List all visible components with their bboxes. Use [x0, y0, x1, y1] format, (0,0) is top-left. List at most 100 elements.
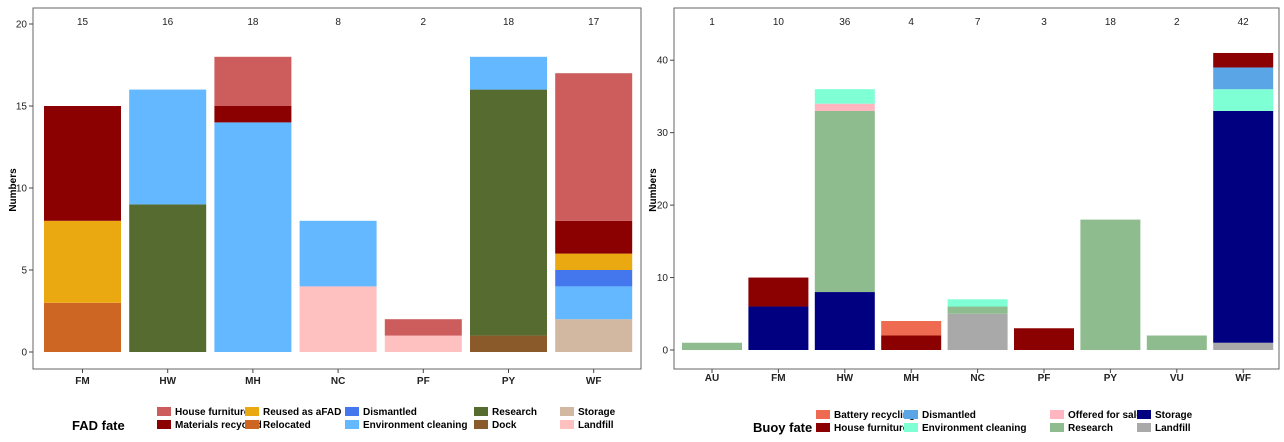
x-tick-label: FM [75, 376, 89, 387]
bar-segment [555, 220, 633, 254]
legend-label: Research [492, 407, 537, 418]
legend-swatch [816, 423, 830, 432]
y-tick-label: 20 [16, 20, 28, 31]
y-tick-label: 30 [657, 128, 669, 139]
bar-segment [814, 89, 875, 104]
x-tick-label: NC [970, 373, 984, 384]
legend-label: Environment cleaning [922, 423, 1026, 434]
legend-swatch [245, 420, 259, 429]
legend-label: Relocated [263, 420, 311, 431]
y-tick-label: 40 [657, 56, 669, 67]
bar-segment [470, 56, 547, 90]
bar-total-label: 8 [335, 17, 341, 28]
x-tick-label: PY [1104, 373, 1118, 384]
legend-label: Storage [1155, 410, 1193, 421]
bar-total-label: 18 [1105, 17, 1117, 28]
bar-segment [555, 270, 633, 287]
legend-label: Dismantled [363, 407, 417, 418]
bar-segment [384, 319, 462, 336]
bar-segment [1080, 219, 1141, 350]
legend: FAD fate House furniture Materials recycle… [72, 407, 616, 433]
legend-swatch [904, 410, 918, 419]
bar-segment [555, 73, 633, 221]
legend-label: Storage [578, 407, 616, 418]
legend-swatch [816, 410, 830, 419]
y-axis-label: Numbers [8, 168, 19, 212]
legend-label: House furniture [175, 407, 250, 418]
bar-segment [44, 302, 121, 352]
legend-swatch [1137, 410, 1151, 419]
chart-1: 0 5 10 15 20 Numbers FM 15 HW 16 MH 18 NC 8 PF 2 PY 18 WF 1… [8, 7, 642, 433]
bar-segment [1213, 342, 1274, 350]
legend-swatch [245, 407, 259, 416]
chart-2: 0 10 20 30 40 Numbers AU 1 FM 10 HW 36 MH 4 NC 7 PF 3 PY 18… [648, 7, 1280, 435]
bar-total-label: 7 [975, 17, 981, 28]
y-tick-label: 15 [16, 102, 28, 113]
legend-label: Offered for sale [1068, 410, 1142, 421]
legend-label: Environment cleaning [363, 420, 467, 431]
legend-label: Materials recycled [175, 420, 262, 431]
x-tick-label: PF [1038, 373, 1051, 384]
legend-swatch [474, 407, 488, 416]
legend-swatch [345, 407, 359, 416]
legend-title: FAD fate [72, 418, 125, 433]
bar-segment [555, 319, 633, 352]
legend-swatch [904, 423, 918, 432]
bar-total-label: 2 [1174, 17, 1180, 28]
bar-total-label: 42 [1238, 17, 1250, 28]
legend-label: Research [1068, 423, 1113, 434]
y-tick-label: 20 [657, 201, 669, 212]
x-tick-label: PY [502, 376, 516, 387]
legend-label: House furniture [834, 423, 909, 434]
bar-segment [947, 299, 1008, 307]
bar-total-label: 4 [908, 17, 914, 28]
legend-label: Dismantled [922, 410, 976, 421]
legend-swatch [1050, 410, 1064, 419]
legend-swatch [1050, 423, 1064, 432]
legend-label: Landfill [1155, 423, 1191, 434]
bar-total-label: 16 [162, 17, 174, 28]
bar-segment [814, 110, 875, 293]
bar-segment [748, 306, 809, 350]
y-tick-label: 5 [21, 266, 27, 277]
y-axis-label: Numbers [648, 168, 659, 212]
bar-segment [1146, 335, 1207, 350]
bar-segment [214, 56, 292, 106]
y-tick-label: 0 [21, 348, 27, 359]
bar-segment [555, 253, 633, 270]
bar-total-label: 15 [77, 17, 89, 28]
x-tick-label: MH [245, 376, 261, 387]
legend-swatch [1137, 423, 1151, 432]
legend-label: Landfill [578, 420, 614, 431]
bar-total-label: 17 [588, 17, 600, 28]
bar-total-label: 36 [839, 17, 851, 28]
bar-total-label: 18 [247, 17, 259, 28]
x-tick-label: PF [417, 376, 430, 387]
y-tick-label: 10 [16, 184, 28, 195]
bar-segment [214, 106, 292, 123]
x-tick-label: HW [836, 373, 853, 384]
bar-segment [1213, 89, 1274, 111]
legend-label: Dock [492, 420, 517, 431]
x-tick-label: WF [586, 376, 602, 387]
bar-segment [1213, 110, 1274, 343]
bar-total-label: 18 [503, 17, 515, 28]
legend-label: Battery recycling [834, 410, 915, 421]
bar-total-label: 1 [709, 17, 715, 28]
x-tick-label: WF [1235, 373, 1251, 384]
legend-swatch [345, 420, 359, 429]
bar-segment [1014, 328, 1074, 350]
bar-segment [129, 204, 207, 352]
bar-segment [814, 103, 875, 111]
bar-segment [682, 342, 742, 350]
x-tick-label: HW [159, 376, 176, 387]
bar-segment [1213, 52, 1274, 68]
y-tick-label: 0 [662, 346, 668, 357]
bar-segment [470, 335, 547, 352]
legend: Buoy fate Battery recycling House furnitur… [753, 410, 1193, 435]
bar-segment [814, 292, 875, 350]
bar-segment [214, 122, 292, 353]
bar-segment [299, 286, 377, 352]
x-tick-label: AU [705, 373, 719, 384]
